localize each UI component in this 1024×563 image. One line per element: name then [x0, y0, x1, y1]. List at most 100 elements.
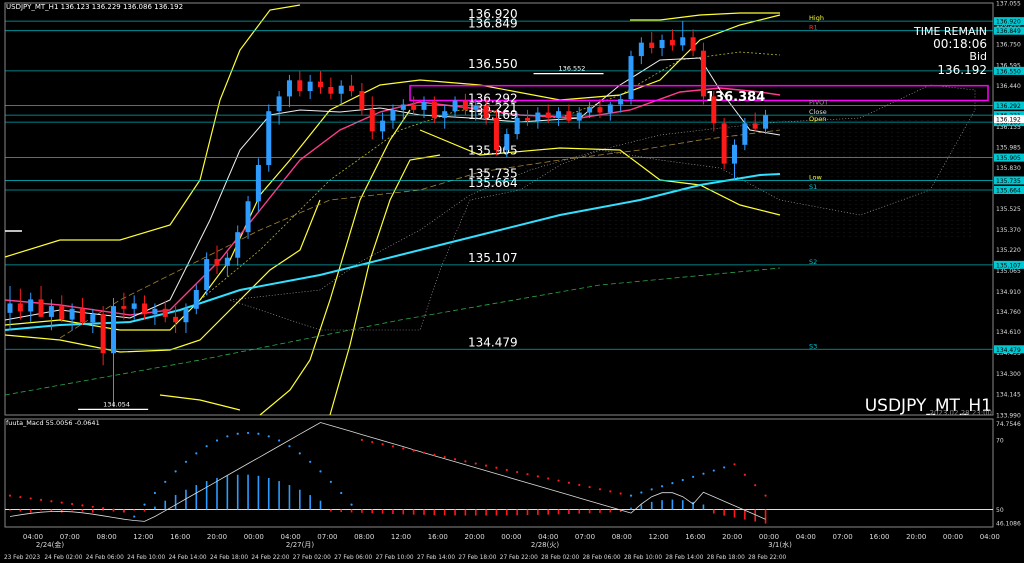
time-tick-label: 16:00 — [170, 533, 190, 541]
price-tag-label: 136.920 — [996, 19, 1021, 26]
level-tag: Open — [809, 115, 826, 123]
bollinger-line — [419, 129, 781, 216]
level-tag: S1 — [809, 183, 817, 191]
price-tick-label: 134.145 — [996, 392, 1021, 399]
macd-dot — [640, 491, 643, 494]
macd-signal-line — [9, 422, 766, 522]
macd-dot — [702, 472, 705, 475]
candle-body — [576, 112, 582, 121]
pivot-levels: 136.920 High 136.849 R1 136.550 136.292 PIVOT 1… — [5, 7, 993, 350]
datetime-tick-label: 27 Feb 18:00 — [458, 555, 496, 561]
macd-dot — [485, 464, 488, 467]
price-tag-bg — [994, 185, 1024, 194]
macd-panel-border — [4, 418, 994, 528]
datetime-tick-label: 24 Feb 18:00 — [210, 555, 248, 561]
price-tag-label: 135.735 — [996, 178, 1021, 185]
level-label: 136.292 — [468, 92, 518, 106]
macd-dot — [174, 470, 177, 473]
macd-tick-label: 74.7546 — [996, 421, 1021, 428]
macd-dot — [8, 494, 12, 497]
macd-dot — [723, 466, 726, 469]
macd-dot — [764, 494, 767, 497]
macd-dot — [412, 449, 415, 452]
macd-dot — [495, 466, 498, 469]
candle-body — [359, 91, 365, 110]
watermark-symbol: USDJPY_MT_H1 — [865, 396, 992, 416]
chart-frame — [4, 2, 994, 528]
macd-dot — [371, 440, 374, 444]
macd-dot — [681, 478, 684, 482]
macd-dot — [143, 503, 146, 506]
price-tick-label: 134.300 — [996, 371, 1021, 378]
price-tag-label: 136.550 — [996, 68, 1021, 75]
candle-body — [214, 259, 220, 266]
date-label: 2/28(火) — [531, 541, 559, 549]
time-tick-label: 00:00 — [244, 533, 264, 541]
time-tick-label: 08:00 — [97, 533, 117, 541]
candle-body — [400, 104, 406, 110]
level-tag: Close — [809, 108, 827, 116]
price-tag-bg — [994, 101, 1024, 110]
macd-dot — [153, 491, 156, 495]
candle-body — [431, 101, 437, 118]
bollinger-line — [159, 394, 241, 411]
price-tick-label: 137.055 — [996, 1, 1021, 8]
candle-body — [328, 87, 334, 94]
price-tag-bg — [994, 345, 1024, 354]
macd-dot — [236, 432, 239, 435]
macd-dot — [205, 445, 208, 448]
datetime-tick-label: 24 Feb 06:00 — [86, 555, 124, 561]
macd-dot — [598, 488, 602, 491]
candle-body — [763, 115, 769, 129]
macd-dot — [391, 445, 395, 448]
macd-dot — [309, 460, 312, 463]
time-tick-label: 16:00 — [685, 533, 705, 541]
macd-dot — [298, 452, 301, 455]
macd-dot — [526, 473, 529, 476]
datetime-tick-label: 28 Feb 22:00 — [748, 555, 786, 561]
time-tick-label: 16:00 — [869, 533, 889, 541]
price-tag-bg — [994, 176, 1024, 185]
candle-body — [69, 308, 75, 320]
time-tick-label: 20:00 — [207, 533, 227, 541]
datetime-tick-label: 24 Feb 14:00 — [169, 555, 207, 561]
candle-body — [462, 100, 468, 110]
level-label: 136.221 — [468, 101, 518, 115]
macd-dot — [164, 480, 167, 483]
candle-body — [349, 85, 355, 92]
symbol-header: USDJPY_MT_H1 136.123 136.229 136.086 136… — [6, 3, 183, 11]
candle-body — [369, 109, 375, 132]
price-tick-label: 134.910 — [996, 289, 1021, 296]
macd-panel: 74.7546 70 50 46.1086 — [5, 421, 1021, 528]
datetime-tick-label: 27 Feb 10:00 — [376, 555, 414, 561]
macd-dot — [350, 503, 353, 506]
price-tick-label: 135.370 — [996, 227, 1021, 234]
candle-body — [245, 201, 251, 233]
price-tag-bg — [994, 66, 1024, 75]
candle-body — [235, 232, 241, 258]
macd-dot — [754, 484, 757, 487]
datetime-tick-label: 23 Feb 2023 — [4, 555, 40, 561]
macd-dot — [567, 481, 571, 484]
macd-dot — [588, 485, 591, 489]
macd-dot — [195, 452, 198, 455]
datetime-tick-label: 28 Feb 18:00 — [707, 555, 745, 561]
price-tag-label: 135.107 — [996, 262, 1021, 269]
price-tick-label: 136.440 — [996, 83, 1021, 90]
candle-body — [38, 299, 44, 317]
candle-body — [514, 117, 520, 135]
candle-body — [452, 100, 458, 112]
price-tick-label: 136.135 — [996, 124, 1021, 131]
candle-body — [338, 85, 344, 94]
datetime-tick-label: 27 Feb 22:00 — [500, 555, 538, 561]
candle-body — [100, 314, 106, 354]
macd-dot — [619, 492, 622, 495]
macd-dot — [133, 515, 136, 518]
time-tick-label: 07:00 — [833, 533, 853, 541]
candle-body — [566, 111, 572, 121]
candle-body — [732, 144, 737, 164]
date-label: 2/24(金) — [36, 540, 64, 549]
macd-dot — [329, 480, 332, 483]
datetime-tick-label: 24 Feb 22:00 — [251, 555, 289, 561]
